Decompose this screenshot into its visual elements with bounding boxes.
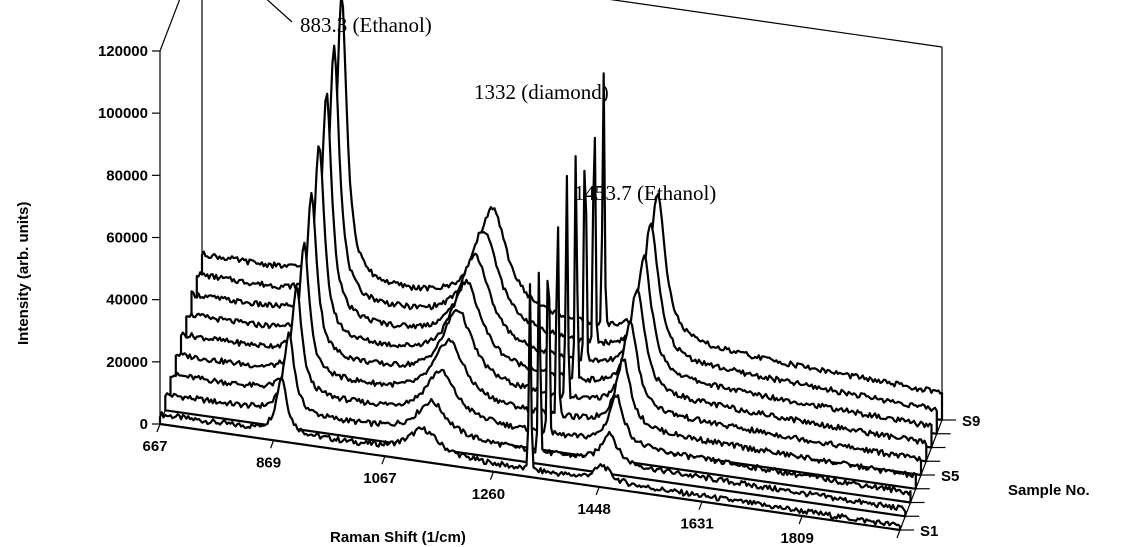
spectra-series (158, 0, 944, 532)
x-tick-label: 1067 (363, 470, 396, 487)
annotation-leader-line (266, 0, 293, 23)
z-tick-label: S1 (920, 523, 938, 540)
annotation-ethanol-883: 883.3 (Ethanol) (300, 13, 432, 37)
annotation-diamond-1332: 1332 (diamond) (474, 80, 609, 104)
x-tick-mark (156, 423, 161, 433)
left-wall-top-edge (159, 0, 181, 52)
y-tick-label: 20000 (106, 354, 148, 371)
y-tick-label: 120000 (98, 43, 148, 60)
z-axis-label: Sample No. (1008, 482, 1090, 499)
z-tick-label: S5 (941, 468, 959, 485)
x-tick-label: 1448 (577, 501, 610, 518)
x-tick-mark (698, 501, 703, 510)
x-tick-mark (489, 471, 495, 480)
x-tick-label: 1260 (472, 486, 505, 503)
y-tick-label: 60000 (106, 230, 148, 247)
x-tick-mark (896, 529, 901, 539)
z-tick-label: S9 (962, 413, 980, 430)
x-tick-label: 667 (142, 438, 167, 455)
tick-labels: 0 20000 40000 60000 80000 100000 120000 667 869 1… (98, 43, 980, 547)
spectrum-S1 (158, 283, 902, 532)
x-axis-label: Raman Shift (1/cm) (330, 529, 466, 546)
y-tick-label: 100000 (98, 105, 148, 122)
y-tick-label: 40000 (106, 292, 148, 309)
x-tick-mark (381, 456, 386, 465)
x-tick-mark (595, 486, 600, 496)
x-tick-mark (798, 515, 803, 525)
y-tick-label: 80000 (106, 167, 148, 184)
annotation-ethanol-1453: 1453.7 (Ethanol) (574, 181, 716, 205)
spectrum-S2 (164, 271, 907, 518)
x-tick-label: 1809 (780, 530, 813, 547)
y-tick-label: 0 (140, 416, 148, 433)
x-tick-mark (270, 440, 275, 449)
x-tick-label: 869 (256, 454, 281, 471)
back-top-edge (609, 0, 943, 48)
y-axis-label: Intensity (arb. units) (15, 202, 32, 345)
x-tick-label: 1631 (680, 516, 713, 533)
x-tick-label: 1983 (878, 544, 911, 547)
